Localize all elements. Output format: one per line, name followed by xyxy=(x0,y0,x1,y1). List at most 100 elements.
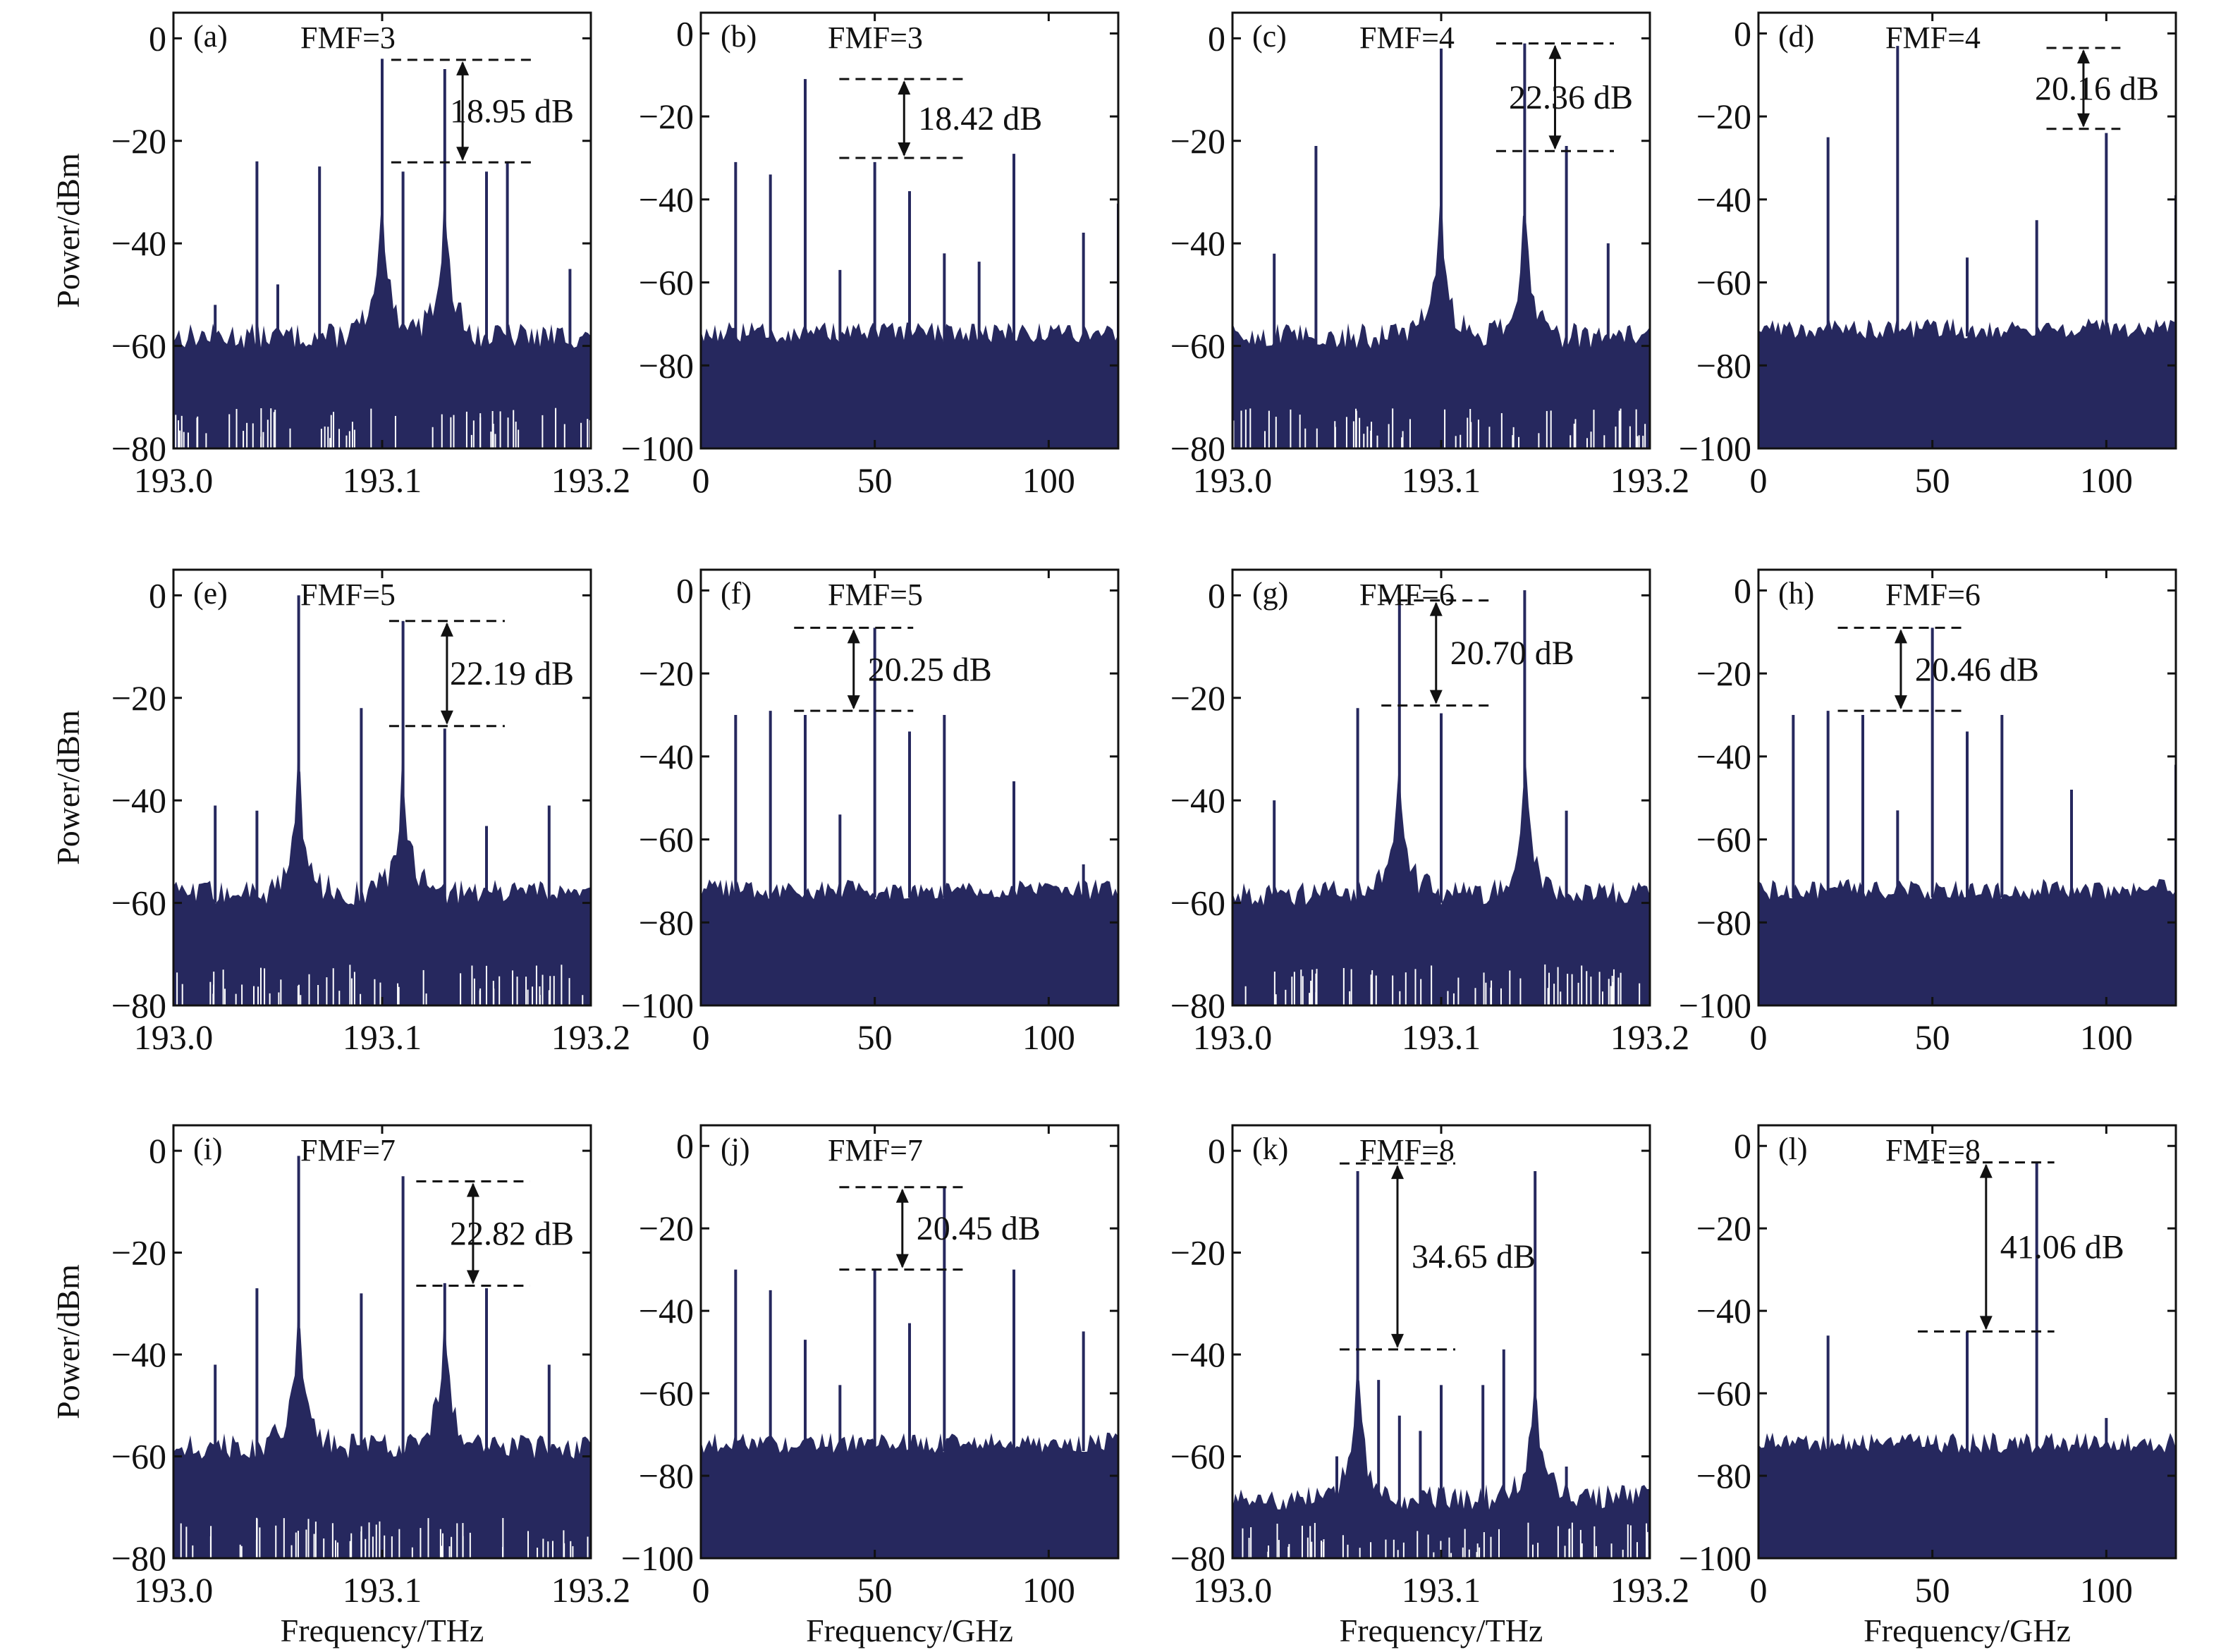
x-tick-label: 50 xyxy=(1915,1017,1950,1057)
x-axis-label: Frequency/THz xyxy=(1340,1613,1543,1648)
x-tick-label: 193.2 xyxy=(1610,1570,1690,1610)
x-tick-label: 193.1 xyxy=(343,460,422,500)
panel-title: FMF=6 xyxy=(1359,577,1455,612)
panel-label: (g) xyxy=(1252,576,1288,611)
annotation-label: 20.25 dB xyxy=(868,651,992,688)
noise-floor xyxy=(701,1432,1118,1558)
y-tick-label: −60 xyxy=(639,820,694,859)
panel-title: FMF=8 xyxy=(1359,1133,1455,1168)
noise-floor xyxy=(1758,1432,2176,1558)
panel-label: (b) xyxy=(721,19,757,54)
arrow-head-down xyxy=(1979,1316,1993,1330)
y-tick-label: −80 xyxy=(1696,903,1751,942)
arrow-head-up xyxy=(466,1182,479,1197)
plot-area-b xyxy=(701,79,1118,448)
y-tick-label: −20 xyxy=(111,678,166,718)
annotation-label: 20.70 dB xyxy=(1450,635,1574,672)
x-tick-label: 50 xyxy=(1915,1570,1950,1610)
x-tick-label: 0 xyxy=(692,1570,710,1610)
x-axis-label: Frequency/GHz xyxy=(806,1613,1013,1648)
y-tick-label: −20 xyxy=(1170,1233,1225,1273)
annotation-label: 18.95 dB xyxy=(450,93,574,130)
x-tick-label: 193.2 xyxy=(551,460,631,500)
arrow-head-down xyxy=(895,1254,909,1268)
plot-area-e xyxy=(173,595,591,1005)
y-tick-label: −40 xyxy=(639,737,694,776)
x-tick-label: 193.2 xyxy=(1610,1017,1690,1057)
y-tick-label: −80 xyxy=(639,345,694,385)
y-axis-label: Power/dBm xyxy=(50,710,86,865)
plot-area-k xyxy=(1232,1171,1650,1558)
panel-label: (f) xyxy=(721,576,752,611)
x-tick-label: 193.2 xyxy=(1610,460,1690,500)
panel-label: (c) xyxy=(1252,19,1287,54)
panel-title: FMF=5 xyxy=(828,577,923,612)
y-tick-label: −40 xyxy=(639,180,694,219)
x-tick-label: 193.1 xyxy=(343,1017,422,1057)
y-tick-label: −60 xyxy=(1170,1437,1225,1476)
plot-frame xyxy=(1757,11,2177,450)
noise-floor xyxy=(173,761,591,1005)
y-tick-label: −40 xyxy=(1170,224,1225,263)
x-axis-label: Frequency/GHz xyxy=(1864,1613,2071,1648)
y-tick-label: −100 xyxy=(1679,429,1751,468)
x-tick-label: 50 xyxy=(1915,460,1950,500)
arrow-head-down xyxy=(1548,135,1562,150)
annotation-label: 20.45 dB xyxy=(917,1210,1041,1247)
y-tick-label: −80 xyxy=(111,986,166,1025)
y-tick-label: −20 xyxy=(639,654,694,693)
y-tick-label: −40 xyxy=(111,781,166,820)
arrow-head-down xyxy=(1391,1333,1404,1348)
panel-label: (j) xyxy=(721,1132,750,1166)
noise-floor xyxy=(1758,879,2176,1005)
panel-title: FMF=3 xyxy=(828,20,923,55)
y-tick-label: −60 xyxy=(639,263,694,302)
x-tick-label: 100 xyxy=(2080,460,2133,500)
arrow-head-up xyxy=(847,629,860,644)
y-tick-label: −80 xyxy=(1170,429,1225,468)
y-tick-label: −80 xyxy=(1170,986,1225,1025)
panel-title: FMF=4 xyxy=(1359,20,1455,55)
y-tick-label: −80 xyxy=(1696,1456,1751,1495)
y-axis-label: Power/dBm xyxy=(50,1264,86,1419)
y-tick-label: −40 xyxy=(1696,737,1751,776)
arrow-head-up xyxy=(1894,629,1907,644)
y-tick-label: −20 xyxy=(1696,1209,1751,1248)
x-tick-label: 193.1 xyxy=(1402,460,1481,500)
panel-label: (d) xyxy=(1778,19,1814,54)
panel-label: (e) xyxy=(193,576,228,611)
y-tick-label: 0 xyxy=(1734,570,1751,610)
y-tick-label: −20 xyxy=(639,1209,694,1248)
panel-title: FMF=6 xyxy=(1885,577,1981,612)
panel-label: (i) xyxy=(193,1132,223,1166)
panel-label: (a) xyxy=(193,19,228,54)
arrow-head-up xyxy=(1391,1165,1404,1180)
plot-frame xyxy=(699,11,1120,450)
x-tick-label: 193.2 xyxy=(551,1017,631,1057)
x-tick-label: 0 xyxy=(1750,1017,1768,1057)
noise-floor xyxy=(701,879,1118,1005)
y-tick-label: 0 xyxy=(149,1131,166,1170)
panel-title: FMF=5 xyxy=(300,577,396,612)
plot-frame xyxy=(699,1124,1120,1560)
y-tick-label: 0 xyxy=(676,570,694,610)
y-tick-label: −100 xyxy=(621,429,694,468)
y-tick-label: 0 xyxy=(1208,18,1225,58)
panel-title: FMF=3 xyxy=(300,20,396,55)
arrow-head-down xyxy=(1429,690,1443,704)
y-tick-label: −80 xyxy=(111,429,166,468)
x-tick-label: 0 xyxy=(692,460,710,500)
panel-label: (k) xyxy=(1252,1132,1288,1166)
x-tick-label: 193.2 xyxy=(551,1570,631,1610)
x-tick-label: 193.1 xyxy=(343,1570,422,1610)
y-tick-label: −100 xyxy=(1679,1538,1751,1578)
